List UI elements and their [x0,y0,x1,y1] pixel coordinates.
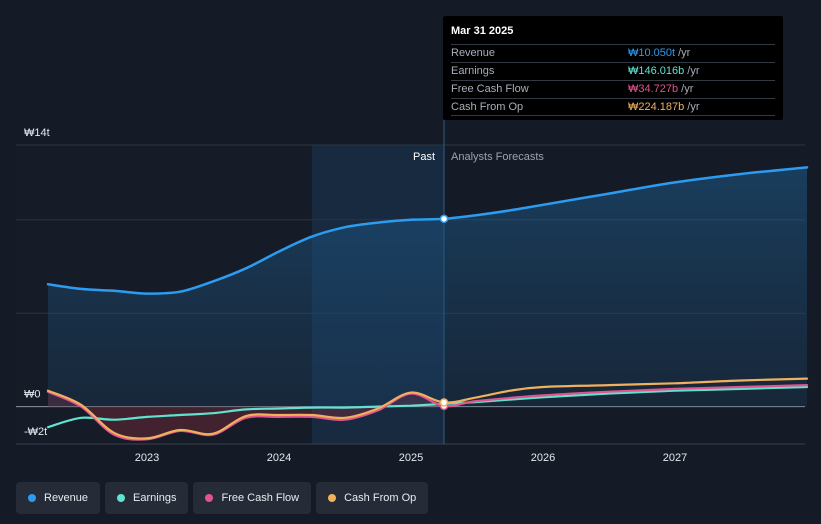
tooltip-unit: /yr [687,101,700,113]
legend-label: Earnings [133,492,177,504]
x-tick-label: 2024 [267,452,291,464]
tooltip-unit: /yr [678,47,691,59]
revenue-area [48,167,807,407]
legend-label: Cash From Op [344,492,417,504]
tooltip-row-earnings: Earnings ₩146.016b /yr [451,62,775,80]
y-tick-label: -₩2t [24,426,47,438]
legend-dot-icon [117,494,126,502]
legend-dot-icon [205,494,214,502]
legend-item-revenue[interactable]: Revenue [16,482,101,514]
legend-label: Free Cash Flow [221,492,300,504]
past-region-label: Past [413,151,435,163]
y-tick-label: ₩14t [24,127,50,139]
data-point-marker-cash-from-op[interactable] [439,398,449,407]
tooltip-unit: /yr [681,83,694,95]
data-point-marker-revenue[interactable] [439,214,449,224]
x-tick-label: 2027 [663,452,687,464]
tooltip-row-revenue: Revenue ₩10.050t /yr [451,44,775,62]
data-tooltip: Mar 31 2025 Revenue ₩10.050t /yr Earning… [443,16,783,120]
chart-legend: Revenue Earnings Free Cash Flow Cash Fro… [16,482,429,514]
tooltip-row-cash-from-op: Cash From Op ₩224.187b /yr [451,98,775,116]
forecast-region-label: Analysts Forecasts [451,151,544,163]
x-tick-label: 2026 [531,452,555,464]
series-line-earnings[interactable] [46,385,809,429]
y-tick-label: ₩0 [24,389,41,401]
legend-dot-icon [28,494,36,502]
legend-item-earnings[interactable]: Earnings [105,482,189,514]
legend-item-free-cash-flow[interactable]: Free Cash Flow [193,482,312,514]
tooltip-value: ₩34.727b [628,83,679,95]
tooltip-unit: /yr [687,65,700,77]
tooltip-value: ₩146.016b [628,65,685,77]
tooltip-row-free-cash-flow: Free Cash Flow ₩34.727b /yr [451,80,775,98]
tooltip-value: ₩10.050t [628,47,676,59]
series-line-revenue[interactable] [46,166,809,295]
x-tick-label: 2023 [135,452,159,464]
x-tick-label: 2025 [399,452,423,464]
tooltip-label: Revenue [451,47,496,59]
legend-label: Revenue [44,492,89,504]
series-line-cash-from-op[interactable] [46,377,809,440]
legend-dot-icon [328,494,337,502]
tooltip-date: Mar 31 2025 [451,25,514,37]
tooltip-label: Earnings [451,65,495,77]
legend-item-cash-from-op[interactable]: Cash From Op [316,482,429,514]
tooltip-value: ₩224.187b [628,101,685,113]
tooltip-label: Cash From Op [451,101,524,113]
tooltip-label: Free Cash Flow [451,83,529,95]
